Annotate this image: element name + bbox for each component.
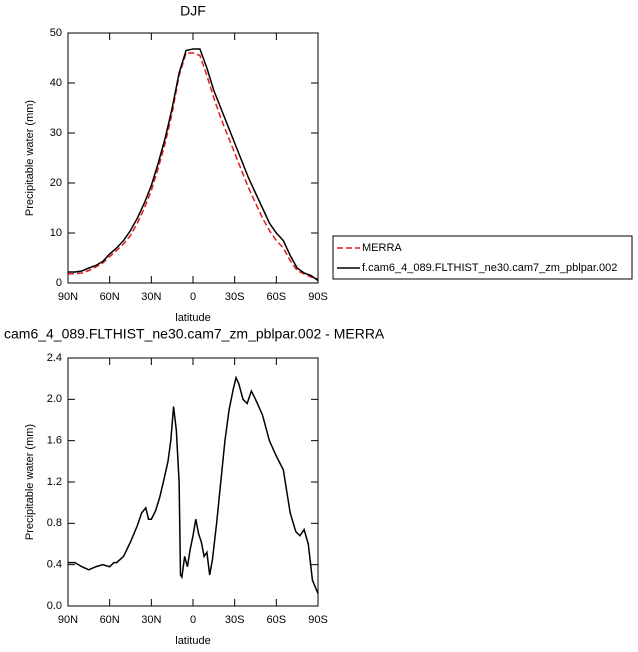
y-tick-label: 20 bbox=[50, 177, 62, 189]
x-tick-label: 0 bbox=[190, 291, 196, 303]
plot-frame bbox=[67, 32, 319, 284]
y-tick-label: 1.2 bbox=[47, 476, 62, 488]
x-tick-label: 30S bbox=[225, 614, 245, 626]
x-tick-label: 30S bbox=[225, 291, 245, 303]
legend-label: MERRA bbox=[362, 242, 402, 254]
y-tick-label: 2.4 bbox=[47, 352, 62, 364]
y-tick-label: 10 bbox=[50, 227, 62, 239]
y-tick-label: 0.0 bbox=[47, 600, 62, 612]
chart-title: DJF bbox=[180, 3, 206, 19]
y-tick-label: 0.8 bbox=[47, 517, 62, 529]
y-tick-label: 1.6 bbox=[47, 435, 62, 447]
y-tick-label: 2.0 bbox=[47, 393, 62, 405]
x-tick-label: 60S bbox=[267, 614, 287, 626]
y-axis-label: Precipitable water (mm) bbox=[24, 100, 36, 216]
x-axis-label: latitude bbox=[175, 635, 210, 647]
x-tick-label: 30N bbox=[141, 291, 161, 303]
x-tick-label: 60S bbox=[267, 291, 287, 303]
data-line bbox=[68, 48, 319, 282]
x-tick-label: 0 bbox=[190, 614, 196, 626]
x-tick-label: 30N bbox=[141, 614, 161, 626]
legend-box bbox=[332, 235, 633, 280]
data-line bbox=[67, 52, 319, 280]
chart-title: cam6_4_089.FLTHIST_ne30.cam7_zm_pblpar.0… bbox=[4, 326, 385, 342]
x-axis-label: latitude bbox=[175, 312, 210, 324]
data-line bbox=[68, 375, 319, 594]
x-tick-label: 60N bbox=[100, 291, 120, 303]
plot-frame bbox=[67, 357, 319, 607]
y-tick-label: 50 bbox=[50, 27, 62, 39]
x-tick-label: 90N bbox=[58, 614, 78, 626]
x-tick-label: 60N bbox=[100, 614, 120, 626]
x-tick-label: 90N bbox=[58, 291, 78, 303]
y-tick-label: 30 bbox=[50, 127, 62, 139]
legend-label: f.cam6_4_089.FLTHIST_ne30.cam7_zm_pblpar… bbox=[362, 262, 617, 274]
y-axis-label: Precipitable water (mm) bbox=[24, 424, 36, 540]
y-tick-label: 0 bbox=[56, 277, 62, 289]
x-tick-label: 90S bbox=[308, 614, 328, 626]
x-tick-label: 90S bbox=[308, 291, 328, 303]
y-tick-label: 0.4 bbox=[47, 559, 62, 571]
y-tick-label: 40 bbox=[50, 77, 62, 89]
